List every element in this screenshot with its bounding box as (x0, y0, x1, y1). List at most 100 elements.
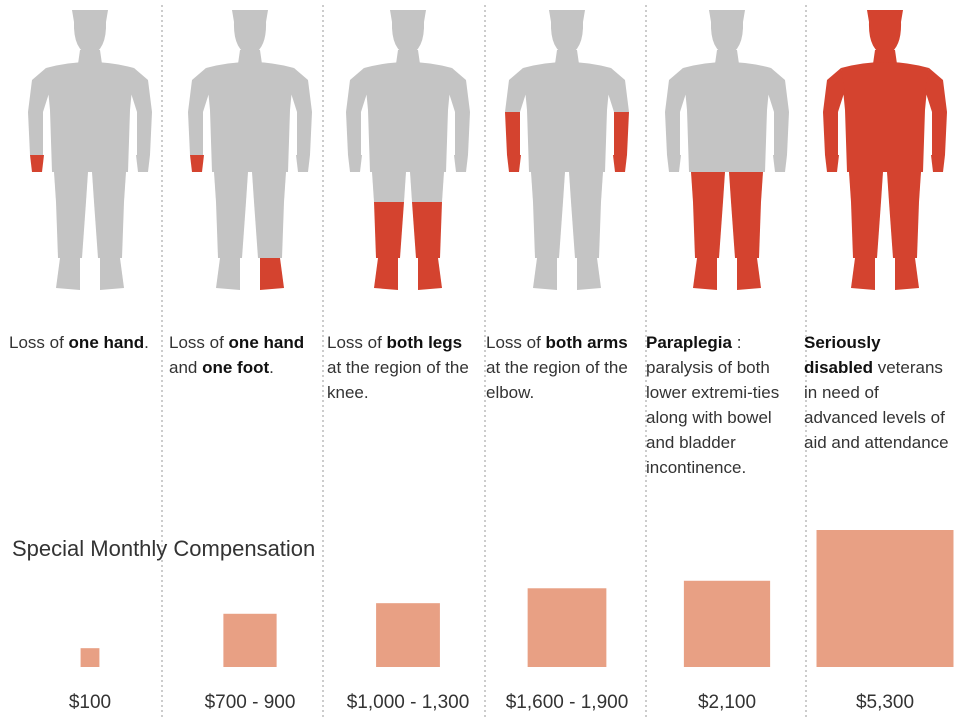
body-part (232, 10, 268, 56)
body-part (665, 112, 680, 155)
body-part (731, 202, 761, 258)
body-part (569, 172, 603, 202)
body-part (28, 112, 43, 155)
body-part (214, 172, 248, 202)
body-part (851, 258, 875, 290)
description-text: . (269, 358, 274, 377)
body-part (709, 10, 745, 56)
body-part (418, 258, 442, 290)
description-text: at the region of the elbow. (486, 358, 628, 402)
body-part (693, 258, 717, 290)
amount-label: $1,600 - 1,900 (487, 692, 647, 714)
amount-label: $5,300 (805, 692, 959, 714)
body-part (887, 172, 921, 202)
body-part (28, 68, 50, 112)
body-part (348, 155, 362, 172)
body-part (290, 68, 312, 112)
body-part (925, 68, 947, 112)
body-part (30, 155, 44, 172)
body-part (523, 62, 611, 172)
description-text: one hand (229, 333, 305, 352)
body-part (454, 155, 468, 172)
infographic: Special Monthly Compensation Loss of one… (0, 0, 959, 725)
body-part (92, 172, 126, 202)
soldier (346, 10, 470, 290)
compensation-square (376, 603, 440, 667)
description-text: Loss of (169, 333, 229, 352)
body-part (56, 258, 80, 290)
body-part (729, 172, 763, 202)
body-part (849, 172, 883, 202)
body-part (254, 202, 284, 258)
body-part (851, 202, 881, 258)
body-part (54, 172, 88, 202)
body-part (455, 112, 470, 155)
description-text: Loss of (327, 333, 387, 352)
body-part (823, 112, 838, 155)
body-part (823, 68, 845, 112)
body-part (931, 155, 945, 172)
body-part (867, 10, 903, 56)
description-text: Loss of (9, 333, 69, 352)
description-text: . (144, 333, 149, 352)
body-part (390, 10, 426, 56)
body-part (691, 172, 725, 202)
compensation-square (223, 614, 276, 667)
body-part (346, 68, 368, 112)
description: Seriously disabled veterans in need of a… (804, 330, 952, 455)
body-part (72, 10, 108, 56)
soldier (665, 10, 789, 290)
body-part (505, 68, 527, 112)
description: Loss of one hand. (9, 330, 157, 355)
body-part (137, 112, 152, 155)
description: Loss of both arms at the region of the e… (486, 330, 634, 405)
body-part (873, 50, 897, 64)
body-part (297, 112, 312, 155)
chart-title: Special Monthly Compensation (12, 536, 315, 562)
body-part (410, 172, 444, 202)
body-part (216, 202, 246, 258)
body-part (571, 202, 601, 258)
body-part (412, 202, 442, 258)
body-part (396, 50, 420, 64)
body-part (774, 112, 789, 155)
body-part (78, 50, 102, 64)
body-part (130, 68, 152, 112)
body-part (932, 112, 947, 155)
body-part (607, 68, 629, 112)
body-part (577, 258, 601, 290)
description-text: at the region of the knee. (327, 358, 469, 402)
description-text: and (169, 358, 202, 377)
body-part (667, 155, 681, 172)
body-part (715, 50, 739, 64)
description-text: : paralysis of both lower extremi-ties a… (646, 333, 779, 477)
body-part (346, 112, 361, 155)
body-part (531, 172, 565, 202)
soldier (505, 10, 629, 290)
body-part (549, 10, 585, 56)
body-part (364, 62, 452, 172)
body-part (889, 202, 919, 258)
description-text: Paraplegia (646, 333, 732, 352)
body-part (614, 112, 629, 155)
body-part (533, 202, 563, 258)
body-part (613, 155, 627, 172)
amount-label: $1,000 - 1,300 (328, 692, 488, 714)
description-text: both legs (387, 333, 463, 352)
amount-label: $2,100 (647, 692, 807, 714)
amount-label: $700 - 900 (170, 692, 330, 714)
description: Paraplegia : paralysis of both lower ext… (646, 330, 794, 480)
description: Loss of both legs at the region of the k… (327, 330, 475, 405)
compensation-square (684, 581, 770, 667)
body-part (296, 155, 310, 172)
body-part (683, 62, 771, 172)
description: Loss of one hand and one foot. (169, 330, 317, 380)
body-part (238, 50, 262, 64)
body-part (136, 155, 150, 172)
body-part (505, 112, 520, 155)
description-text: Seriously disabled (804, 333, 881, 377)
description-text: one hand (69, 333, 145, 352)
soldier (28, 10, 152, 290)
body-part (56, 202, 86, 258)
body-part (100, 258, 124, 290)
